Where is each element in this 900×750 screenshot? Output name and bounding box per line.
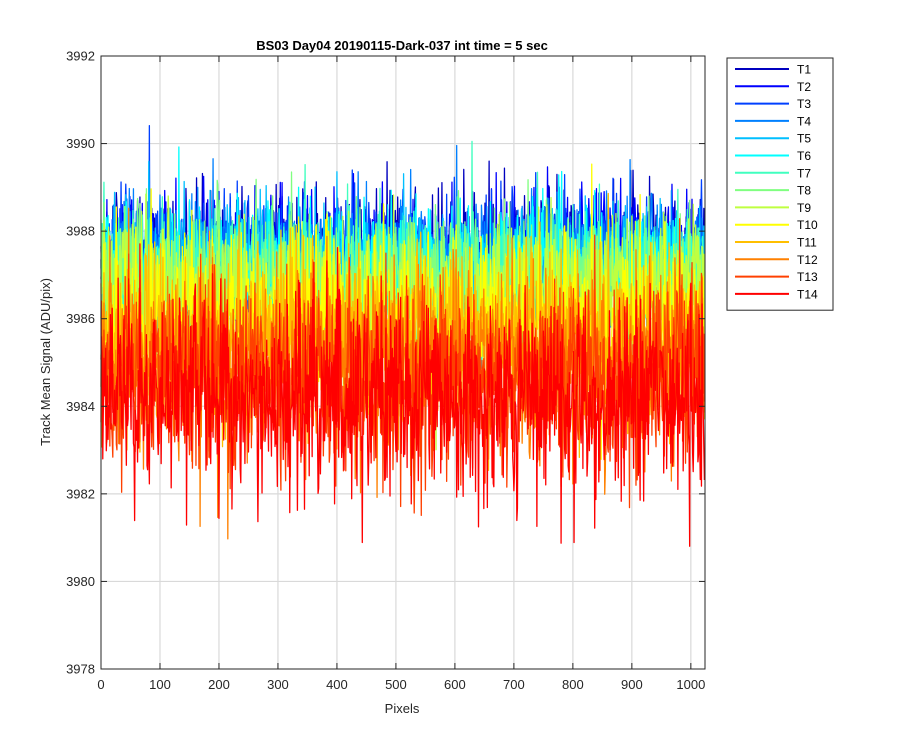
legend-entry-t11[interactable]: T11 — [735, 236, 817, 250]
chart-title: BS03 Day04 20190115-Dark-037 int time = … — [256, 38, 548, 53]
legend-label: T10 — [797, 218, 818, 232]
legend-entry-t4[interactable]: T4 — [735, 114, 811, 128]
legend-label: T4 — [797, 114, 811, 128]
y-tick-label: 3978 — [66, 662, 95, 677]
y-tick-label: 3982 — [66, 486, 95, 501]
y-tick-label: 3984 — [66, 399, 95, 414]
series-layer — [100, 125, 706, 547]
legend-label: T11 — [797, 236, 817, 250]
y-tick-label: 3980 — [66, 574, 95, 589]
legend[interactable]: T1 T2 T3 T4 T5 T6 T7 T8 T9 T10 T11 T12 T13 T14 — [726, 57, 834, 311]
x-tick-label: 500 — [385, 677, 407, 692]
legend-entry-t6[interactable]: T6 — [735, 149, 811, 163]
legend-entry-t2[interactable]: T2 — [735, 80, 811, 94]
legend-entry-t5[interactable]: T5 — [735, 132, 811, 146]
x-tick-label: 900 — [621, 677, 643, 692]
legend-label: T5 — [797, 132, 811, 146]
x-tick-label: 700 — [503, 677, 525, 692]
legend-label: T7 — [797, 166, 811, 180]
legend-label: T3 — [797, 97, 811, 111]
legend-label: T1 — [797, 63, 811, 77]
legend-entry-t10[interactable]: T10 — [735, 218, 818, 232]
legend-entry-t13[interactable]: T13 — [735, 270, 818, 284]
x-tick-label: 600 — [444, 677, 466, 692]
x-tick-label: 1000 — [676, 677, 705, 692]
legend-entry-t12[interactable]: T12 — [735, 253, 818, 267]
ticks: 0 100 200 300 400 500 600 700 800 900 1000 3978 3980… — [66, 49, 705, 693]
y-tick-label: 3990 — [66, 136, 95, 151]
legend-entry-t3[interactable]: T3 — [735, 97, 811, 111]
legend-entry-t9[interactable]: T9 — [735, 201, 811, 215]
x-axis-label: Pixels — [385, 701, 420, 716]
x-tick-label: 0 — [97, 677, 104, 692]
legend-entry-t1[interactable]: T1 — [735, 63, 811, 77]
x-tick-label: 300 — [267, 677, 289, 692]
legend-label: T8 — [797, 184, 811, 198]
legend-label: T12 — [797, 253, 818, 267]
legend-label: T14 — [797, 287, 818, 301]
axes-box — [100, 55, 706, 670]
legend-label: T9 — [797, 201, 811, 215]
legend-label: T6 — [797, 149, 811, 163]
y-tick-label: 3992 — [66, 49, 95, 64]
y-axis-label: Track Mean Signal (ADU/pix) — [38, 278, 53, 446]
y-tick-label: 3988 — [66, 224, 95, 239]
y-tick-label: 3986 — [66, 311, 95, 326]
x-tick-label: 400 — [326, 677, 348, 692]
legend-label: T2 — [797, 80, 811, 94]
legend-label: T13 — [797, 270, 818, 284]
series-line-t14 — [100, 243, 706, 547]
x-tick-label: 100 — [149, 677, 171, 692]
axes — [100, 55, 706, 670]
legend-box — [726, 57, 834, 311]
x-tick-label: 200 — [208, 677, 230, 692]
legend-entry-t8[interactable]: T8 — [735, 184, 811, 198]
x-tick-label: 800 — [562, 677, 584, 692]
legend-entry-t14[interactable]: T14 — [735, 287, 818, 301]
legend-entry-t7[interactable]: T7 — [735, 166, 811, 180]
